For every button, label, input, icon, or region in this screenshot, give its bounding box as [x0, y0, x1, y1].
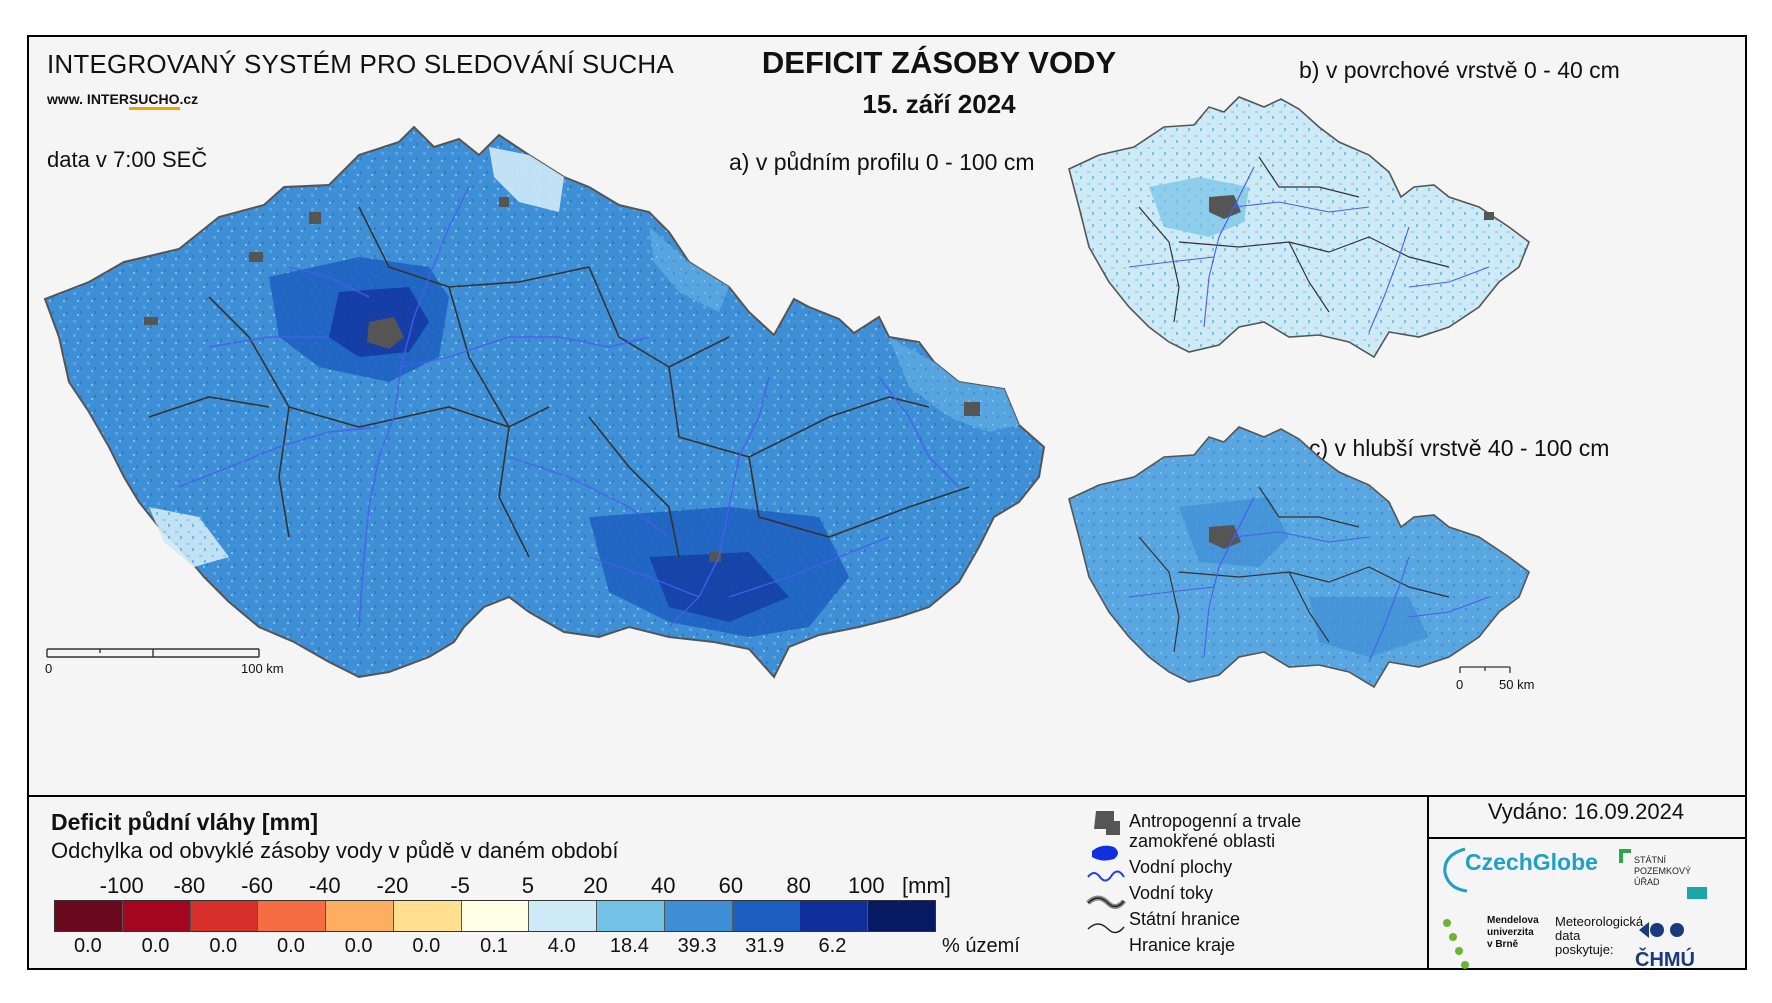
urban-area-icon	[1094, 811, 1120, 835]
mendel-logo-dots	[1443, 919, 1469, 969]
color-bar-tick-label: 80	[786, 873, 811, 898]
percent-value: 0.1	[480, 935, 508, 957]
czechglobe-logo: CzechGlobe	[1465, 849, 1598, 875]
spu-logo-text: STÁTNÍ POZEMKOVÝ ÚŘAD	[1634, 855, 1692, 887]
color-bar-tick-label: -80	[173, 873, 206, 898]
percent-value: 0.0	[277, 935, 305, 957]
map-c	[1068, 426, 1530, 689]
color-bar-segment	[800, 901, 869, 931]
color-bar-segment	[122, 901, 191, 931]
legend-item-region-border: Hranice kraje	[1129, 935, 1236, 955]
river-icon	[1087, 870, 1125, 882]
map-frame: INTEGROVANÝ SYSTÉM PRO SLEDOVÁNÍ SUCHA w…	[27, 35, 1747, 971]
legend-item-water: Vodní plochy	[1129, 857, 1233, 877]
map-b-label: b) v povrchové vrstvě 0 - 40 cm	[1299, 57, 1620, 83]
map-date: 15. září 2024	[862, 89, 1016, 119]
percent-value: 6.2	[818, 935, 847, 957]
color-bar-segment	[529, 901, 598, 931]
main-map-country	[43, 125, 1046, 679]
color-bar-segment	[732, 901, 801, 931]
color-bar-tick-label: 20	[583, 873, 608, 898]
legend-unit: [mm]	[902, 873, 951, 898]
legend-item-urban-line2: zamokřené oblasti	[1129, 831, 1276, 851]
water-body-icon	[1092, 845, 1118, 861]
legend-item-rivers: Vodní toky	[1129, 883, 1214, 903]
percent-value: 0.0	[73, 935, 102, 957]
main-scale-end: 100 km	[241, 661, 284, 676]
percent-value: 39.3	[677, 935, 717, 957]
color-bar-tick-label: -20	[376, 873, 409, 898]
color-bar-tick-label: -100	[99, 873, 144, 898]
website-link[interactable]: www. INTERSUCHO.cz	[47, 91, 198, 110]
data-time: data v 7:00 SEČ	[47, 147, 208, 172]
system-title: INTEGROVANÝ SYSTÉM PRO SLEDOVÁNÍ SUCHA	[47, 49, 674, 79]
percent-value: 0.0	[141, 935, 170, 957]
legend-title: Deficit půdní vláhy [mm]	[51, 809, 319, 835]
percent-value: 0.0	[412, 935, 441, 957]
color-bar-segment	[597, 901, 665, 931]
small-scale-start: 0	[1456, 677, 1464, 692]
color-bar-tick-label: 5	[521, 873, 534, 898]
map-b	[1068, 96, 1530, 359]
color-bar-segment	[868, 901, 935, 931]
state-border-icon	[1086, 895, 1126, 909]
main-scale-bar	[46, 648, 260, 658]
percent-value: 0.0	[344, 935, 373, 957]
percent-value: 31.9	[745, 935, 785, 957]
map-symbols	[1086, 811, 1126, 934]
color-bar-segment	[55, 901, 123, 931]
color-bar-segment	[461, 901, 530, 931]
color-bar-segment	[258, 901, 327, 931]
legend-subtitle: Odchylka od obvyklé zásoby vody v půdě v…	[51, 838, 619, 863]
color-bar-tick-label: -40	[308, 873, 341, 898]
legend-separator	[29, 795, 1745, 797]
percent-value: 18.4	[609, 935, 649, 957]
color-bar-segment	[393, 901, 462, 931]
meteo-data-text: Meteorologická data poskytuje:	[1555, 914, 1644, 957]
percent-unit: % území	[942, 935, 1020, 957]
footer-vertical-divider	[1427, 795, 1429, 970]
map-a-label: a) v půdním profilu 0 - 100 cm	[729, 149, 1035, 175]
color-bar-segment	[190, 901, 259, 931]
legend-item-urban-line1: Antropogenní a trvale	[1129, 811, 1302, 831]
legend-item-state-border: Státní hranice	[1129, 909, 1241, 929]
color-bar-tick-label: -5	[450, 873, 470, 898]
main-map	[43, 96, 1530, 689]
color-bar-segment	[326, 901, 394, 931]
spu-logo-mark	[1619, 849, 1631, 863]
percent-value: 4.0	[547, 935, 576, 957]
main-title: DEFICIT ZÁSOBY VODY	[761, 45, 1117, 80]
spu-logo-bar	[1687, 887, 1707, 899]
main-scale-start: 0	[45, 661, 53, 676]
percent-value: 0.0	[209, 935, 238, 957]
region-border-icon	[1087, 923, 1125, 934]
color-bar-tick-label: -60	[241, 873, 273, 898]
footer-horizontal-divider	[1427, 837, 1745, 839]
chmu-logo-text: ČHMÚ	[1635, 949, 1695, 971]
small-scale-end: 50 km	[1499, 677, 1535, 692]
map-c-label: c) v hlubší vrstvě 40 - 100 cm	[1309, 435, 1610, 461]
color-bar-tick-label: 40	[650, 873, 676, 898]
color-bar-tick-label: 100	[847, 873, 885, 898]
czechglobe-logo-arc	[1443, 847, 1468, 893]
issued-date: Vydáno: 16.09.2024	[1487, 799, 1685, 824]
mendel-logo-text: Mendelova univerzita v Brně	[1487, 915, 1539, 950]
color-bar-segment	[664, 901, 733, 931]
color-bar	[54, 900, 936, 932]
small-scale-bar	[1459, 666, 1511, 673]
chmu-logo-mark	[1639, 922, 1684, 938]
color-bar-tick-label: 60	[718, 873, 744, 898]
